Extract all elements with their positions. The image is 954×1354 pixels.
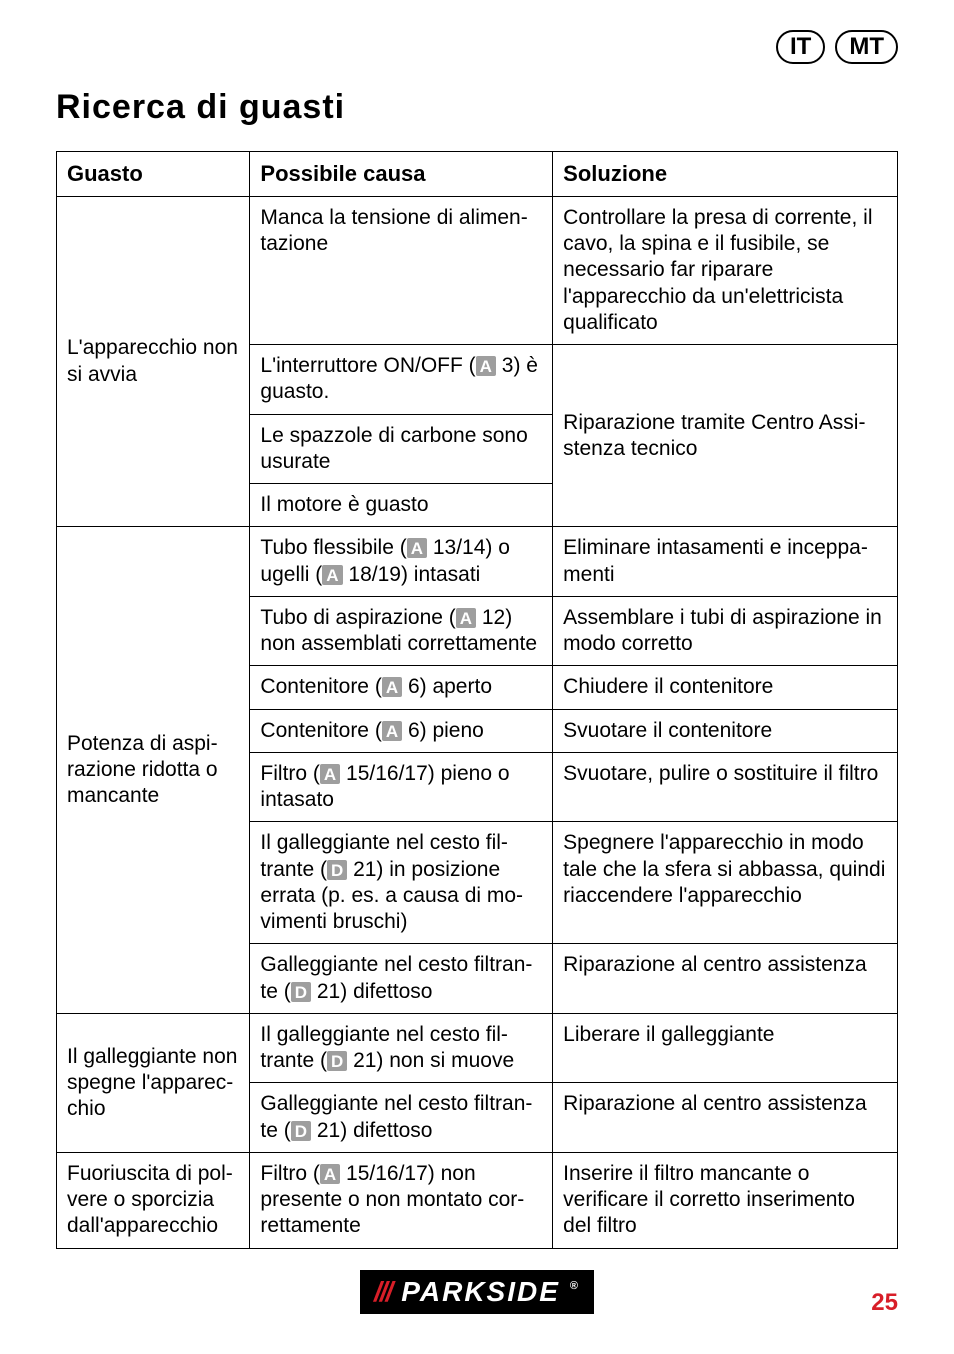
text: Tubo flessibile ( — [260, 536, 406, 559]
text: 21) difettoso — [311, 1119, 432, 1142]
solution-cell: Eliminare intasamenti e inceppa­menti — [553, 527, 898, 597]
label-badge: A — [407, 538, 427, 558]
page-title: Ricerca di guasti — [56, 88, 898, 127]
label-badge: A — [382, 677, 402, 697]
cause-cell: L'interruttore ON/OFF (A 3) è guasto. — [250, 345, 553, 415]
lang-pill-it: IT — [776, 30, 825, 64]
brand-name: PARKSIDE — [401, 1276, 560, 1308]
cause-cell: Le spazzole di carbone sono usurate — [250, 414, 553, 484]
language-pills: IT MT — [56, 30, 898, 64]
label-badge: A — [456, 608, 476, 628]
col-fault: Guasto — [57, 152, 250, 197]
col-solution: Soluzione — [553, 152, 898, 197]
text: Filtro ( — [260, 1162, 320, 1185]
fault-cell: Potenza di aspi­razione ridotta o mancan… — [57, 527, 250, 1014]
label-badge: D — [327, 1051, 347, 1071]
solution-cell: Riparazione al centro assistenza — [553, 944, 898, 1014]
table-row: Il galleggiante non spegne l'apparec­chi… — [57, 1013, 898, 1083]
cause-cell: Filtro (A 15/16/17) pieno o intasato — [250, 752, 553, 822]
cause-cell: Manca la tensione di alimen­tazione — [250, 196, 553, 344]
text: 6) aperto — [402, 675, 492, 698]
solution-cell: Controllare la presa di corrente, il cav… — [553, 196, 898, 344]
label-badge: D — [327, 860, 347, 880]
label-badge: D — [291, 1121, 311, 1141]
text: L'interruttore ON/OFF ( — [260, 354, 475, 377]
registered-icon: ® — [570, 1280, 580, 1292]
label-badge: A — [320, 764, 340, 784]
label-badge: A — [322, 565, 342, 585]
cause-cell: Filtro (A 15/16/17) non presente o non m… — [250, 1152, 553, 1248]
solution-cell: Svuotare il contenitore — [553, 709, 898, 752]
solution-cell: Riparazione tramite Centro Assi­stenza t… — [553, 345, 898, 527]
solution-cell: Spegnere l'apparecchio in modo tale che … — [553, 822, 898, 944]
solution-cell: Svuotare, pulire o sostituire il filtro — [553, 752, 898, 822]
lang-pill-mt: MT — [835, 30, 898, 64]
label-badge: A — [382, 721, 402, 741]
brand-logo: /// PARKSIDE ® — [360, 1270, 594, 1314]
solution-cell: Assemblare i tubi di aspirazione in modo… — [553, 596, 898, 666]
cause-cell: Galleggiante nel cesto filtran­te (D 21)… — [250, 1083, 553, 1153]
fault-cell: Il galleggiante non spegne l'apparec­chi… — [57, 1013, 250, 1152]
cause-cell: Contenitore (A 6) pieno — [250, 709, 553, 752]
brand-stripes-icon: /// — [374, 1276, 391, 1308]
col-cause: Possibile causa — [250, 152, 553, 197]
text: 6) pieno — [402, 719, 484, 742]
cause-cell: Contenitore (A 6) aperto — [250, 666, 553, 709]
text: Filtro ( — [260, 762, 320, 785]
cause-cell: Il galleggiante nel cesto fil­trante (D … — [250, 1013, 553, 1083]
text: Tubo di aspirazione ( — [260, 606, 455, 629]
cause-cell: Galleggiante nel cesto filtran­te (D 21)… — [250, 944, 553, 1014]
table-row: Potenza di aspi­razione ridotta o mancan… — [57, 527, 898, 597]
label-badge: D — [291, 982, 311, 1002]
table-row: Fuoriuscita di pol­vere o sporcizia dall… — [57, 1152, 898, 1248]
solution-cell: Chiudere il contenitore — [553, 666, 898, 709]
text: Contenitore ( — [260, 675, 381, 698]
cause-cell: Il galleggiante nel cesto fil­trante (D … — [250, 822, 553, 944]
solution-cell: Inserire il filtro mancante o verifica­r… — [553, 1152, 898, 1248]
label-badge: A — [476, 356, 496, 376]
cause-cell: Tubo flessibile (A 13/14) o ugelli (A 18… — [250, 527, 553, 597]
text: Contenitore ( — [260, 719, 381, 742]
fault-cell: Fuoriuscita di pol­vere o sporcizia dall… — [57, 1152, 250, 1248]
fault-cell: L'apparecchio non si avvia — [57, 196, 250, 527]
text: 21) difettoso — [311, 980, 432, 1003]
page-number: 25 — [871, 1289, 898, 1317]
troubleshoot-table: Guasto Possibile causa Soluzione L'appar… — [56, 151, 898, 1248]
cause-cell: Il motore è guasto — [250, 484, 553, 527]
solution-cell: Riparazione al centro assistenza — [553, 1083, 898, 1153]
table-row: L'apparecchio non si avvia Manca la tens… — [57, 196, 898, 344]
label-badge: A — [320, 1164, 340, 1184]
text: 21) non si muove — [347, 1049, 514, 1072]
solution-cell: Liberare il galleggiante — [553, 1013, 898, 1083]
table-header-row: Guasto Possibile causa Soluzione — [57, 152, 898, 197]
text: 18/19) intasati — [343, 563, 481, 586]
page-footer: /// PARKSIDE ® 25 — [0, 1270, 954, 1314]
cause-cell: Tubo di aspirazione (A 12) non assemblat… — [250, 596, 553, 666]
